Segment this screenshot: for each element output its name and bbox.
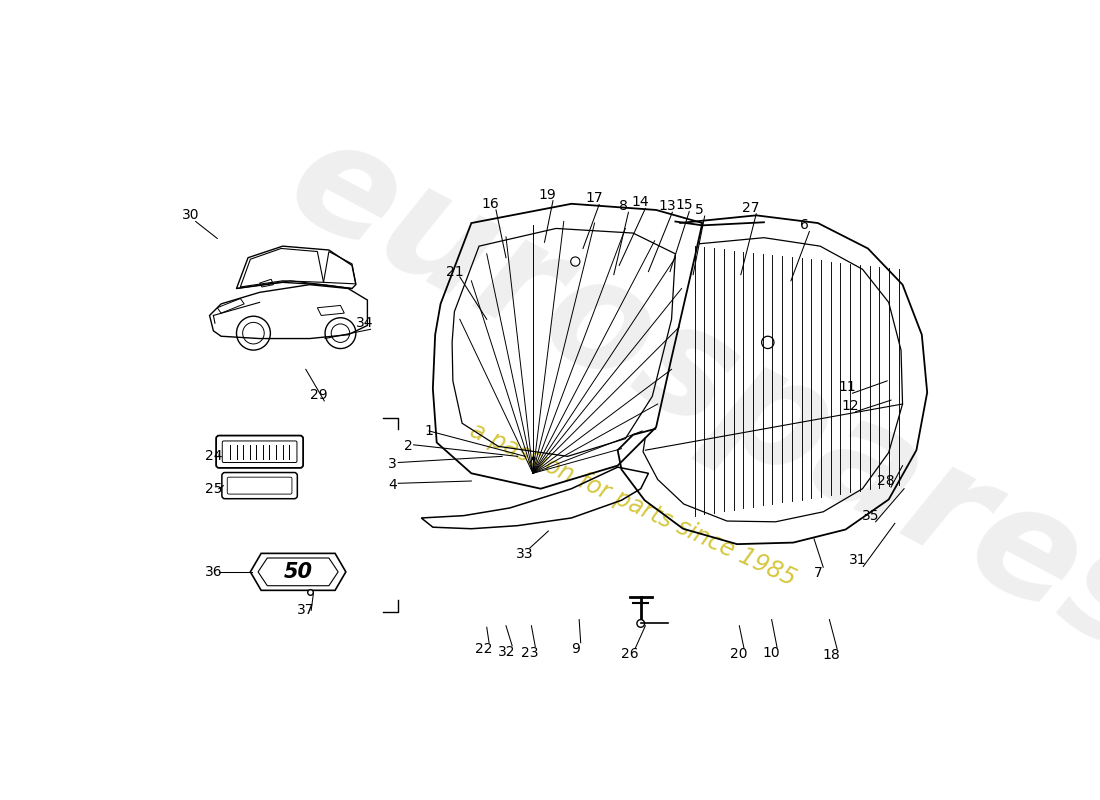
Text: 13: 13 (658, 199, 675, 213)
Text: 7: 7 (814, 566, 822, 581)
Text: 29: 29 (310, 388, 328, 402)
Circle shape (637, 620, 645, 627)
Text: 26: 26 (621, 647, 639, 662)
Text: 25: 25 (205, 482, 222, 496)
Text: 22: 22 (475, 642, 493, 656)
Text: 5: 5 (695, 203, 704, 217)
Text: 37: 37 (297, 603, 315, 618)
Text: 12: 12 (842, 398, 859, 413)
Text: 36: 36 (205, 565, 222, 579)
Text: 34: 34 (356, 316, 374, 330)
Text: 50: 50 (284, 562, 312, 582)
Text: 21: 21 (446, 265, 463, 278)
Text: 24: 24 (205, 450, 222, 463)
Text: 14: 14 (631, 195, 649, 210)
Text: 3: 3 (388, 457, 397, 471)
Text: 28: 28 (877, 474, 894, 488)
Text: a passion for parts since 1985: a passion for parts since 1985 (466, 418, 800, 590)
Text: 23: 23 (521, 646, 539, 660)
Text: 16: 16 (482, 197, 499, 210)
Text: 1: 1 (425, 424, 433, 438)
Text: 31: 31 (849, 554, 867, 567)
Text: 19: 19 (539, 187, 557, 202)
Text: 30: 30 (182, 208, 199, 222)
Text: 8: 8 (618, 199, 627, 213)
Text: 32: 32 (498, 645, 516, 659)
Text: 9: 9 (571, 642, 580, 656)
Text: 17: 17 (585, 191, 603, 206)
Text: 27: 27 (742, 201, 760, 214)
Text: eurospares: eurospares (264, 104, 1100, 689)
Text: 4: 4 (388, 478, 397, 492)
Text: 15: 15 (675, 198, 693, 212)
Text: 35: 35 (861, 509, 879, 522)
Text: 18: 18 (823, 648, 840, 662)
Text: 11: 11 (838, 380, 856, 394)
Text: 10: 10 (762, 646, 781, 661)
Text: 2: 2 (404, 439, 412, 454)
Text: 20: 20 (729, 647, 747, 662)
Text: 6: 6 (800, 218, 808, 232)
Text: 33: 33 (516, 547, 534, 561)
